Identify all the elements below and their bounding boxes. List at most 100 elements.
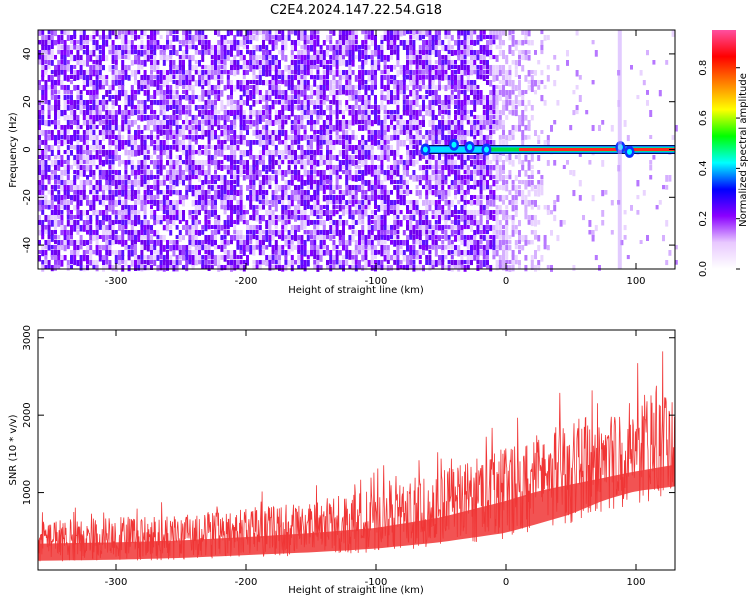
heatmap-cell: [278, 120, 281, 125]
heatmap-cell: [73, 260, 77, 266]
heatmap-cell: [134, 35, 137, 41]
heatmap-cell: [297, 130, 301, 137]
heatmap-cell: [54, 180, 57, 185]
heatmap-cell: [374, 130, 377, 136]
heatmap-cell: [92, 110, 96, 115]
heatmap-cell: [447, 235, 451, 240]
heatmap-cell: [79, 60, 83, 65]
heatmap-cell: [188, 210, 192, 217]
heatmap-cell: [415, 70, 419, 75]
heatmap-cell: [345, 105, 349, 112]
heatmap-cell: [380, 130, 384, 137]
heatmap-cell: [454, 165, 457, 170]
heatmap-cell: [428, 55, 432, 61]
heatmap-cell: [76, 85, 80, 91]
heatmap-cell: [322, 60, 326, 67]
heatmap-cell: [319, 265, 323, 270]
heatmap-cell: [351, 40, 355, 47]
heatmap-cell: [172, 165, 176, 170]
heatmap-cell: [316, 100, 320, 105]
heatmap-cell: [233, 170, 237, 176]
heatmap-cell: [108, 65, 112, 72]
heatmap-cell: [274, 35, 278, 42]
heatmap-cell: [76, 60, 80, 66]
heatmap-cell: [150, 250, 153, 256]
heatmap-cell: [201, 85, 205, 90]
heatmap-cell: [425, 235, 429, 242]
heatmap-cell: [70, 210, 73, 215]
heatmap-cell: [313, 65, 317, 70]
heatmap-cell: [338, 190, 342, 195]
heatmap-cell: [41, 260, 45, 265]
heatmap-cell: [258, 110, 262, 117]
heatmap-cell: [50, 45, 54, 50]
heatmap-cell: [214, 135, 217, 140]
heatmap-cell: [268, 160, 272, 165]
heatmap-cell: [290, 40, 294, 47]
heatmap-cell: [342, 150, 345, 156]
heatmap-cell: [306, 45, 310, 52]
heatmap-cell: [329, 235, 333, 241]
heatmap-cell: [121, 55, 125, 60]
heatmap-cell: [217, 165, 221, 170]
heatmap-cell: [274, 55, 278, 62]
heatmap-cell: [41, 160, 45, 167]
heatmap-cell: [438, 135, 441, 142]
heatmap-cell: [182, 200, 185, 207]
heatmap-cell: [300, 235, 304, 242]
heatmap-cell: [159, 200, 163, 205]
heatmap-cell: [175, 210, 179, 216]
heatmap-cell: [428, 60, 432, 66]
heatmap-cell: [214, 65, 217, 72]
heatmap-cell: [150, 110, 153, 115]
heatmap-cell: [201, 135, 205, 140]
heatmap-cell: [172, 115, 176, 122]
heatmap-cell: [124, 220, 128, 227]
heatmap-cell: [239, 95, 243, 102]
heatmap-cell: [415, 265, 419, 272]
heatmap-cell: [124, 40, 128, 45]
heatmap-cell: [230, 180, 233, 187]
heatmap-cell: [38, 60, 41, 65]
heatmap-cell: [169, 60, 173, 67]
heatmap-cell: [38, 220, 41, 226]
heatmap-cell: [66, 115, 70, 121]
heatmap-cell: [220, 90, 224, 97]
heatmap-cell: [124, 50, 128, 55]
heatmap-cell: [377, 190, 381, 197]
heatmap-cell: [118, 140, 121, 147]
heatmap-cell: [89, 35, 93, 42]
heatmap-cell: [252, 45, 256, 50]
heatmap-cell: [79, 125, 83, 130]
heatmap-cell: [198, 35, 201, 42]
heatmap-cell: [415, 250, 419, 257]
heatmap-cell: [297, 55, 301, 60]
heatmap-cell: [415, 185, 419, 190]
heatmap-cell: [249, 250, 253, 255]
heatmap-cell: [358, 140, 361, 146]
heatmap-cell: [278, 140, 281, 145]
heatmap-cell: [287, 220, 291, 225]
heatmap-cell: [434, 35, 438, 42]
heatmap-cell: [140, 250, 144, 256]
heatmap-cell: [351, 215, 355, 220]
heatmap-cell: [402, 265, 406, 270]
heatmap-cell: [390, 40, 393, 45]
heatmap-cell: [121, 40, 125, 45]
heatmap-cell: [438, 80, 441, 87]
heatmap-cell: [210, 145, 214, 150]
heatmap-cell: [415, 75, 419, 82]
heatmap-cell: [310, 170, 313, 175]
heatmap-cell: [249, 155, 253, 160]
heatmap-cell: [60, 170, 64, 176]
heatmap-cell: [300, 135, 304, 141]
heatmap-cell: [393, 75, 397, 82]
heatmap-cell: [287, 135, 291, 140]
heatmap-cell: [204, 35, 208, 40]
heatmap-cell: [380, 150, 384, 157]
heatmap-cell: [310, 235, 313, 240]
heatmap-cell: [281, 95, 285, 100]
heatmap-cell: [258, 95, 262, 101]
heatmap-cell: [290, 130, 294, 134]
heatmap-cell: [441, 225, 445, 232]
